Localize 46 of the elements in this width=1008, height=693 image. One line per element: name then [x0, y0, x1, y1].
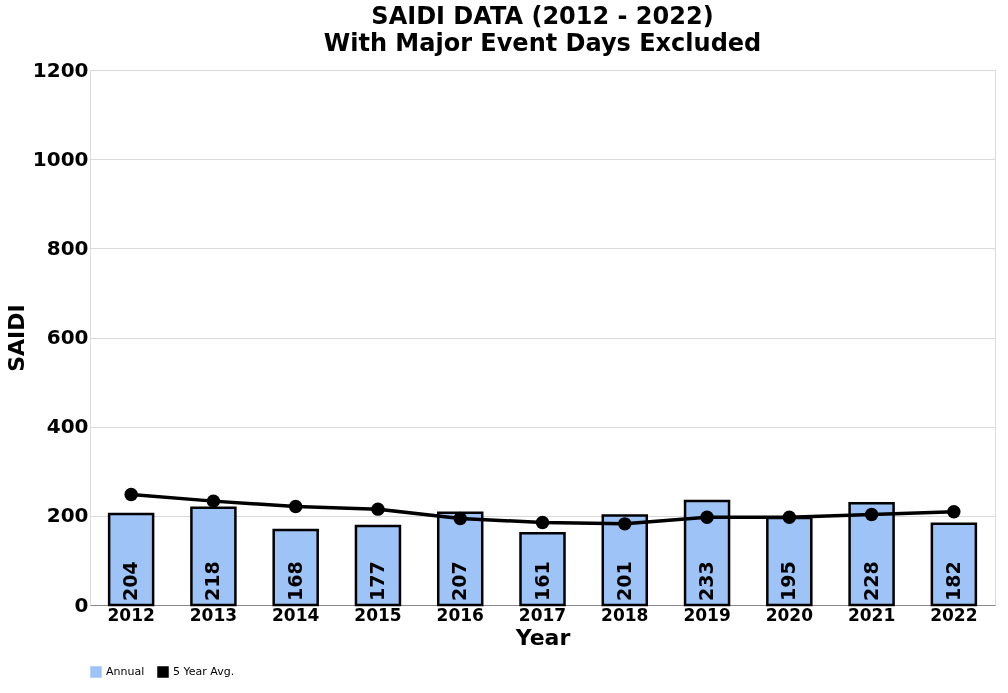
data-label: 207 — [448, 561, 471, 601]
point — [124, 487, 138, 502]
x-tick-label: 2020 — [765, 604, 814, 625]
y-axis-title: SAIDI — [3, 304, 29, 372]
point — [206, 494, 221, 508]
chart-title: SAIDI DATA (2012 - 2022) — [371, 2, 714, 30]
y-tick-label: 600 — [46, 325, 89, 349]
data-label: 182 — [941, 561, 964, 601]
point — [288, 499, 303, 514]
y-tick-label: 1000 — [32, 146, 89, 171]
x-axis-title: Year — [514, 624, 571, 650]
x-tick-label: 2019 — [683, 604, 731, 625]
y-tick-label: 400 — [46, 414, 89, 439]
legend-label: Annual — [106, 665, 145, 678]
point — [535, 515, 550, 530]
data-label: 168 — [283, 561, 306, 601]
y-tick-label: 1200 — [32, 57, 89, 82]
x-tick-label: 2015 — [354, 604, 402, 625]
point — [947, 505, 961, 519]
x-tick-label: 2022 — [930, 604, 978, 625]
point — [371, 502, 385, 516]
data-label: 195 — [777, 561, 800, 601]
data-label: 161 — [530, 561, 553, 601]
data-label: 228 — [859, 561, 882, 601]
legend-label: 5 Year Avg. — [173, 665, 235, 678]
y-tick-label: 800 — [46, 235, 89, 260]
data-label: 201 — [612, 561, 635, 601]
data-label: 204 — [119, 561, 142, 601]
x-tick-label: 2018 — [601, 604, 649, 625]
point — [453, 511, 467, 526]
x-tick-label: 2012 — [107, 604, 155, 625]
x-tick-label: 2014 — [272, 604, 320, 625]
point — [618, 517, 632, 531]
y-tick-label: 200 — [46, 503, 89, 528]
point — [700, 510, 714, 524]
x-tick-label: 2021 — [847, 604, 896, 625]
point — [782, 510, 797, 524]
x-tick-label: 2013 — [189, 604, 238, 625]
chart-subtitle: With Major Event Days Excluded — [323, 29, 762, 57]
data-label: 177 — [365, 561, 388, 601]
y-tick-label: 0 — [74, 592, 89, 617]
data-label: 233 — [695, 561, 718, 601]
x-tick-label: 2017 — [518, 604, 567, 625]
x-tick-label: 2016 — [436, 604, 484, 625]
data-label: 218 — [201, 561, 224, 601]
point — [864, 507, 879, 522]
